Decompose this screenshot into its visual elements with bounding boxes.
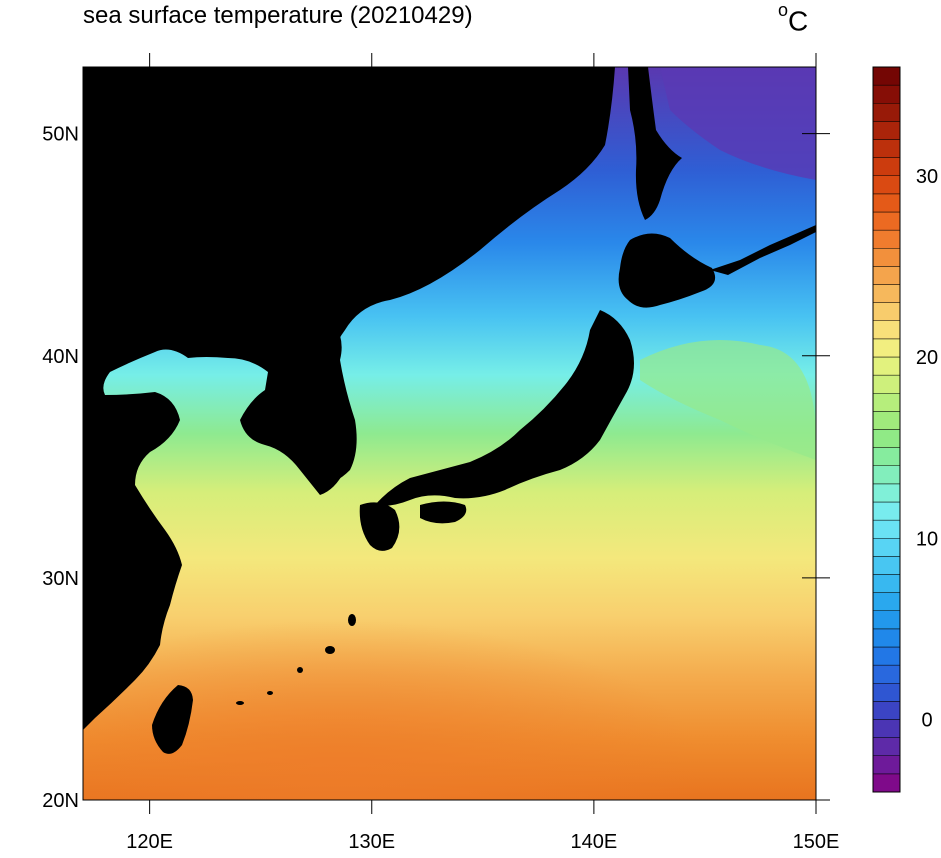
- colorbar-swatch: [872, 646, 901, 666]
- colorbar-swatch: [872, 701, 901, 720]
- colorbar-swatch: [872, 483, 901, 503]
- unit-letter: C: [788, 5, 809, 37]
- colorbar-swatch: [872, 519, 901, 539]
- colorbar-swatch: [872, 773, 901, 793]
- colorbar-swatch: [872, 157, 901, 176]
- colorbar-swatch: [872, 610, 901, 630]
- colorbar-frame: [872, 66, 901, 793]
- sst-kuroshio-extension: [640, 340, 816, 460]
- land-sakhalin: [628, 67, 682, 220]
- lon-tick-label: 140E: [571, 831, 618, 853]
- colorbar-swatch: [872, 302, 901, 321]
- land-hokkaido: [618, 233, 716, 308]
- colorbar-swatch: [872, 755, 901, 775]
- colorbar-swatch: [872, 393, 901, 412]
- map-area: [83, 67, 816, 800]
- colorbar-swatch: [872, 284, 901, 303]
- colorbar-tick-label: 30: [916, 166, 938, 188]
- colorbar-labels: 0 10 20 30: [916, 166, 938, 732]
- colorbar-swatch: [872, 374, 901, 394]
- land-honshu: [375, 310, 634, 506]
- colorbar-swatch: [872, 664, 901, 684]
- colorbar-swatch: [872, 592, 901, 611]
- colorbar-swatch: [872, 429, 901, 448]
- colorbar-swatch: [872, 103, 901, 122]
- colorbar-swatch: [872, 501, 901, 521]
- colorbar-swatch: [872, 338, 901, 358]
- land-kyushu: [359, 502, 400, 551]
- degree-symbol: o: [778, 0, 789, 20]
- land-shikoku: [420, 501, 467, 524]
- land-ryukyu: [236, 614, 356, 705]
- colorbar-swatch: [872, 66, 901, 86]
- colorbar-swatch: [872, 465, 901, 485]
- colorbar-swatch: [872, 139, 901, 158]
- land-taiwan: [152, 685, 193, 754]
- colorbar-swatch: [872, 229, 901, 249]
- colorbar-swatch: [872, 628, 901, 648]
- colorbar-swatch: [872, 121, 901, 140]
- map-title: sea surface temperature (20210429): [83, 2, 473, 29]
- land-korea: [298, 323, 357, 485]
- colorbar-swatch: [872, 683, 901, 702]
- latitude-axis: 20N 30N 40N 50N: [42, 124, 830, 812]
- colorbar-swatch: [872, 193, 901, 213]
- sst-warm-region: [83, 500, 816, 800]
- lat-tick-label: 50N: [42, 124, 79, 146]
- sst-okhotsk-cold: [660, 67, 816, 180]
- colorbar-swatch: [872, 266, 901, 285]
- colorbar-swatch: [872, 175, 901, 195]
- colorbar-swatch: [872, 556, 901, 575]
- colorbar-swatch: [872, 211, 901, 231]
- lat-tick-label: 40N: [42, 346, 79, 368]
- map-frame: [82, 66, 817, 801]
- colorbar-swatch: [872, 538, 901, 557]
- lon-tick-label: 150E: [793, 831, 840, 853]
- lon-tick-label: 120E: [126, 831, 173, 853]
- land-mainland-asia: [83, 67, 615, 730]
- colorbar-swatch: [872, 447, 901, 466]
- colorbar-swatch: [872, 84, 901, 104]
- colorbar-swatch: [872, 737, 901, 756]
- colorbar-swatch: [872, 320, 901, 340]
- land-kurils: [710, 225, 816, 275]
- longitude-axis: 120E 130E 140E 150E: [126, 53, 839, 853]
- lon-tick-label: 130E: [348, 831, 395, 853]
- colorbar-swatch: [872, 411, 901, 430]
- lat-tick-label: 30N: [42, 568, 79, 590]
- lat-tick-label: 20N: [42, 790, 79, 812]
- colorbar: [872, 66, 901, 793]
- colorbar-swatch: [872, 574, 901, 593]
- colorbar-swatch: [872, 356, 901, 376]
- colorbar-tick-label: 20: [916, 347, 938, 369]
- colorbar-tick-label: 0: [921, 710, 932, 732]
- colorbar-swatch: [872, 719, 901, 738]
- colorbar-tick-label: 10: [916, 528, 938, 550]
- colorbar-swatch: [872, 248, 901, 267]
- unit-label: oC: [778, 0, 809, 37]
